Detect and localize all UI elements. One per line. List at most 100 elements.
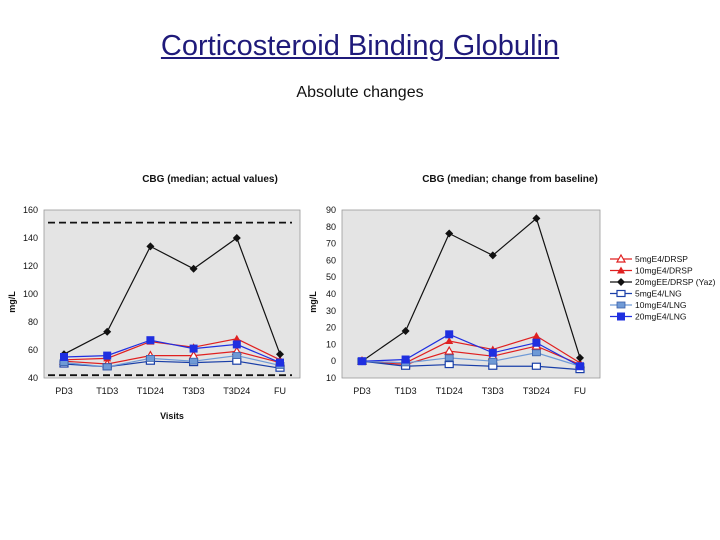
data-point	[531, 362, 542, 370]
data-point	[532, 338, 541, 347]
legend-swatch-marker	[615, 253, 627, 263]
y-tick-label: 80	[326, 222, 336, 232]
y-tick-label: 10	[326, 373, 336, 383]
legend-label: 10mgE4/LNG	[635, 300, 687, 310]
data-point	[276, 350, 284, 359]
legend-swatch-marker	[617, 278, 625, 286]
chart-title: CBG (median; actual values)	[142, 174, 278, 185]
legend-swatch-marker	[616, 301, 626, 309]
x-tick-label: T3D24	[523, 386, 550, 396]
data-point	[232, 340, 241, 349]
data-point	[276, 358, 284, 367]
y-tick-label: 10	[326, 339, 336, 349]
series-line	[63, 339, 281, 364]
y-tick-label: 60	[28, 345, 38, 355]
legend-swatch-marker	[617, 312, 625, 321]
y-tick-label: 90	[326, 205, 336, 215]
data-point	[358, 357, 366, 366]
data-point	[445, 337, 454, 345]
data-point	[488, 348, 497, 357]
data-point	[445, 330, 454, 339]
data-point	[232, 334, 241, 342]
data-point	[146, 242, 155, 251]
series-line	[361, 345, 581, 366]
slide-title: Corticosteroid Binding Globulin	[160, 30, 560, 62]
series-20mge4-lng	[358, 330, 584, 371]
x-tick-label: T1D3	[96, 386, 118, 396]
data-point	[576, 353, 584, 362]
legend-swatch-marker	[616, 289, 626, 298]
series-line	[361, 360, 581, 371]
y-tick-label: 120	[23, 261, 38, 271]
y-axis-label: mg/L	[7, 291, 17, 313]
data-point	[576, 362, 584, 371]
data-point	[145, 354, 155, 362]
data-point	[103, 327, 112, 336]
chart-right: CBG (median; change from baseline) 10 0 10 2…	[308, 174, 601, 396]
series-line	[63, 350, 281, 365]
data-point	[444, 345, 455, 355]
data-point	[189, 357, 199, 365]
chart-left: CBG (median; actual values) 40 60 80 100 120 1…	[7, 174, 301, 421]
x-tick-label: T1D24	[436, 386, 463, 396]
data-point	[488, 357, 498, 365]
x-tick-label: FU	[574, 386, 586, 396]
legend-label: 5mgE4/DRSP	[635, 254, 688, 264]
plot-area	[341, 209, 601, 379]
y-tick-label: 140	[23, 233, 38, 243]
data-point	[401, 326, 410, 335]
y-tick-label: 40	[28, 373, 38, 383]
data-point	[189, 344, 198, 353]
x-tick-label: T3D3	[482, 386, 504, 396]
x-tick-label: FU	[274, 386, 286, 396]
y-tick-label: 0	[331, 356, 336, 366]
data-point	[488, 251, 497, 260]
data-point	[103, 351, 112, 360]
legend-swatch-marker	[617, 266, 625, 274]
x-tick-label: PD3	[55, 386, 73, 396]
data-point	[146, 336, 155, 345]
data-point	[232, 234, 241, 242]
data-point	[532, 332, 541, 339]
chart-title: CBG (median; change from baseline)	[422, 174, 598, 185]
data-point	[532, 214, 541, 223]
slide-subtitle: Absolute changes	[296, 84, 424, 101]
series-20mge4-lng	[60, 336, 284, 367]
legend-label: 10mgE4/DRSP	[635, 266, 693, 276]
x-axis-label: Visits	[160, 411, 184, 421]
y-tick-label: 50	[326, 272, 336, 282]
y-axis-label: mg/L	[308, 291, 318, 313]
data-point	[532, 349, 541, 357]
data-point	[102, 363, 112, 371]
data-point	[232, 357, 242, 365]
series-line	[361, 217, 581, 362]
data-point	[445, 229, 454, 238]
data-point	[401, 355, 410, 364]
data-point	[444, 360, 454, 369]
data-point	[189, 264, 198, 273]
data-point	[60, 353, 68, 361]
plot-area	[43, 209, 301, 379]
x-tick-label: T1D3	[395, 386, 417, 396]
y-tick-label: 60	[326, 255, 336, 265]
y-tick-label: 100	[23, 289, 38, 299]
x-tick-label: T1D24	[137, 386, 164, 396]
legend-label: 20mgE4/LNG	[635, 312, 687, 322]
series-line	[63, 354, 281, 368]
data-point	[444, 354, 454, 362]
series-line	[63, 237, 281, 355]
y-tick-label: 30	[326, 306, 336, 316]
y-tick-label: 160	[23, 205, 38, 215]
legend-label: 5mgE4/LNG	[635, 289, 682, 299]
x-tick-label: PD3	[353, 386, 371, 396]
y-tick-label: 40	[326, 289, 336, 299]
y-tick-label: 20	[326, 323, 336, 333]
legend-label: 20mgEE/DRSP (Yaz)	[635, 277, 716, 287]
series-line	[361, 352, 581, 367]
y-tick-label: 80	[28, 317, 38, 327]
y-tick-label: 70	[326, 239, 336, 249]
series-line	[361, 333, 581, 367]
x-tick-label: T3D3	[183, 386, 205, 396]
